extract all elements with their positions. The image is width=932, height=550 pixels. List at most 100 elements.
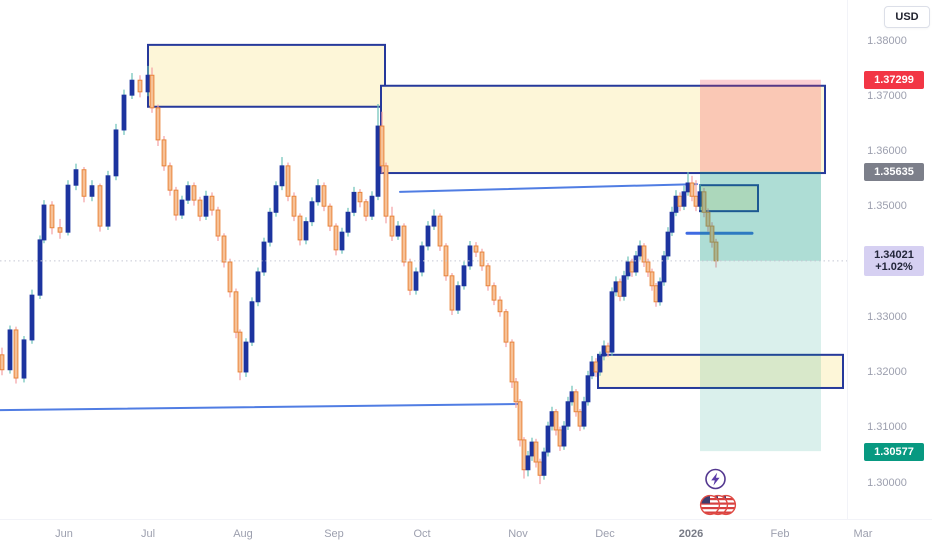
candle (89, 185, 95, 197)
candle (285, 165, 291, 197)
candle (167, 165, 173, 191)
us-flag-events-icon[interactable] (699, 494, 737, 516)
candle (267, 211, 273, 243)
symbol-badge[interactable]: USD (884, 6, 930, 28)
candle (577, 411, 583, 427)
candle (261, 241, 267, 273)
candle (309, 201, 315, 223)
candle (685, 182, 691, 193)
candle (315, 185, 321, 203)
take-profit-price-badge: 1.30577 (864, 442, 924, 461)
price-axis[interactable]: USD 1.37299 1.35635 1.34021 +1.02% 1.305… (847, 0, 932, 520)
supply-zone-rectangle[interactable] (597, 353, 844, 389)
candle (673, 195, 679, 213)
time-axis[interactable]: Jun Jul Aug Sep Oct Nov Dec 2026 Feb Mar (0, 519, 932, 550)
candle (645, 261, 651, 273)
candle (215, 209, 221, 237)
short-position-profit-zone-target[interactable] (700, 260, 821, 452)
candle (191, 185, 197, 201)
trendline[interactable] (399, 183, 698, 193)
short-position-loss-zone[interactable] (700, 79, 821, 172)
candle (401, 225, 407, 263)
candle (621, 275, 627, 297)
candle (203, 195, 209, 217)
candle (21, 339, 27, 379)
candle (243, 341, 249, 373)
candle (161, 139, 167, 167)
lightning-event-icon[interactable] (705, 468, 726, 490)
candle (383, 165, 389, 217)
candle (637, 245, 643, 257)
candle (209, 195, 215, 211)
candle (625, 261, 631, 277)
candle (149, 74, 155, 109)
time-axis-label: Jun (55, 528, 73, 540)
candle (41, 204, 47, 241)
candle (97, 185, 103, 227)
candle (689, 182, 695, 197)
time-axis-label: 2026 (678, 528, 704, 540)
candle (249, 301, 255, 343)
candle (65, 184, 71, 233)
candle (503, 311, 509, 343)
candle (569, 391, 575, 403)
candle (455, 285, 461, 311)
candle (105, 175, 111, 227)
candle (279, 165, 285, 187)
candle (437, 215, 443, 247)
candle (179, 199, 185, 216)
candle (681, 191, 687, 207)
candle (233, 291, 239, 333)
time-axis-label: Sep (324, 528, 344, 540)
candle (425, 225, 431, 247)
candle (705, 211, 711, 227)
supply-zone-rectangle[interactable] (147, 43, 386, 108)
candle (709, 225, 715, 243)
candle (549, 411, 555, 427)
candle (661, 255, 667, 283)
candle (129, 79, 135, 96)
candle (57, 227, 63, 233)
candle (273, 185, 279, 213)
candle (541, 451, 547, 476)
candle (339, 231, 345, 251)
candle (389, 215, 395, 237)
candle (291, 195, 297, 217)
time-axis-label: Aug (233, 528, 253, 540)
candle (185, 185, 191, 201)
candle (585, 375, 591, 403)
candle (467, 245, 473, 267)
candle (227, 261, 233, 293)
price-axis-label: 1.35000 (867, 200, 907, 213)
short-position-profit-zone-open[interactable] (700, 171, 821, 261)
candle (121, 94, 127, 131)
candle (609, 291, 615, 353)
candle (479, 251, 485, 267)
candle (533, 441, 539, 463)
candle (537, 461, 543, 476)
time-axis-label: Oct (413, 528, 431, 540)
demand-zone-rectangle[interactable] (699, 184, 759, 213)
candle (297, 215, 303, 241)
candle (113, 129, 119, 177)
candle (345, 211, 351, 233)
trendline[interactable] (0, 402, 521, 412)
price-axis-label: 1.32000 (867, 366, 907, 378)
candle (601, 345, 607, 357)
candle (581, 401, 587, 427)
candle (665, 231, 671, 257)
candle (81, 169, 87, 197)
price-axis-label: 1.33000 (867, 310, 907, 323)
candle (657, 281, 663, 303)
time-axis-label: Mar (853, 528, 873, 540)
candle (357, 191, 363, 203)
candle (593, 361, 599, 373)
candle (473, 245, 479, 253)
candle (545, 425, 551, 453)
candle (701, 191, 707, 213)
supply-zone-rectangle[interactable] (380, 84, 826, 175)
candle (0, 354, 5, 371)
candle (419, 245, 425, 273)
